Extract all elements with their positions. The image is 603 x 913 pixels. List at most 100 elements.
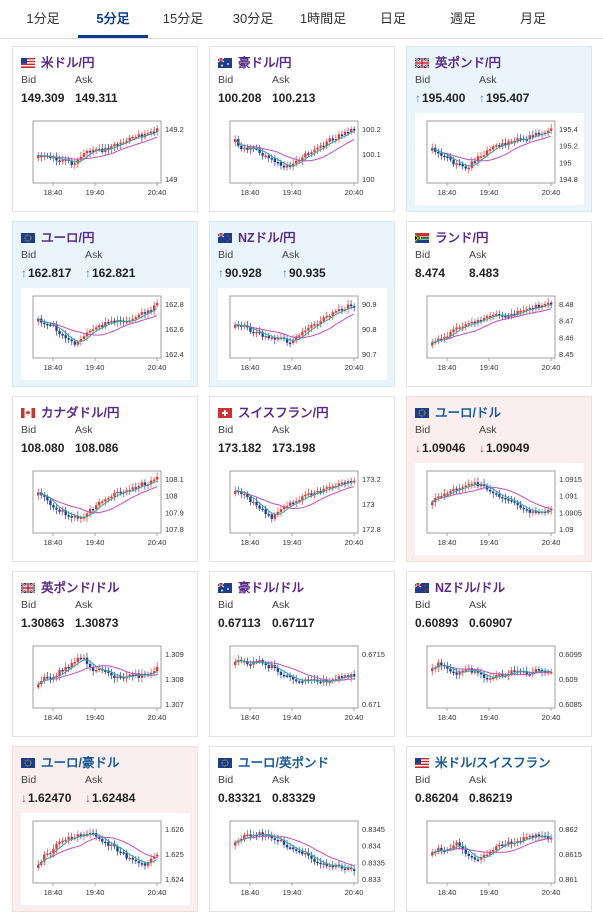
mini-chart[interactable]: 162.8 162.6 162.4 18:40 19:40 20:40: [21, 288, 190, 380]
tab-1分足[interactable]: 1分足: [26, 11, 60, 26]
currency-pair-title[interactable]: カナダドル/円: [21, 402, 119, 420]
candle: [534, 304, 538, 309]
rate-card[interactable]: NZドル/ドル Bid Ask 0.60893 0.60907 0.6095 0.609 0.…: [406, 571, 592, 737]
mini-chart[interactable]: 0.8345 0.834 0.8335 0.833 18:40 19:40 20:40: [218, 813, 387, 905]
currency-pair-title[interactable]: 米ドル/円: [21, 52, 94, 70]
mini-chart[interactable]: 0.6715 0.671 18:40 19:40 20:40: [218, 638, 387, 730]
currency-pair-title[interactable]: NZドル/円: [218, 227, 296, 245]
currency-pair-title[interactable]: 米ドル/スイスフラン: [415, 752, 551, 770]
candle: [488, 851, 492, 855]
mini-chart[interactable]: 149.2 149 18:40 19:40 20:40: [21, 113, 190, 205]
currency-pair-title[interactable]: スイスフラン/円: [218, 402, 329, 420]
candle: [534, 669, 538, 672]
mini-chart[interactable]: 1.0915 1.091 1.0905 1.09 18:40 19:40 20:40: [415, 463, 584, 555]
mini-chart[interactable]: 1.309 1.308 1.307 18:40 19:40 20:40: [21, 638, 190, 730]
x-tick-label: 20:40: [148, 888, 167, 897]
mini-chart[interactable]: 0.6095 0.609 0.6085 18:40 19:40 20:40: [415, 638, 584, 730]
candle: [46, 323, 49, 326]
rate-card[interactable]: 米ドル/円 Bid Ask 149.309 149.311 149.2 149 18:40 19…: [12, 46, 198, 212]
candle: [116, 676, 119, 679]
rate-card[interactable]: ランド/円 Bid Ask 8.474 8.483 8.48 8.47 8.46 8.45 18:…: [406, 221, 592, 387]
mini-chart[interactable]: 8.48 8.47 8.46 8.45 18:40 19:40 20:40: [415, 288, 584, 380]
currency-pair-title[interactable]: ユーロ/円: [21, 227, 94, 245]
candle: [234, 661, 237, 665]
candle: [125, 852, 128, 859]
candle: [313, 858, 316, 862]
candle: [319, 145, 322, 148]
candle: [258, 505, 261, 509]
tab-1時間足[interactable]: 1時間足: [299, 11, 347, 26]
candlestick-chart: 0.8345 0.834 0.8335 0.833 18:40 19:40 20:40: [229, 820, 385, 897]
x-tick-label: 18:40: [438, 538, 457, 547]
rate-card[interactable]: ユーロ/ドル Bid Ask ↓1.09046 ↓1.09049 1.0915 1.091 1…: [406, 396, 592, 562]
candle: [479, 672, 483, 675]
candle: [504, 497, 507, 500]
candle: [270, 158, 273, 160]
y-tick-label: 194.8: [559, 175, 578, 184]
y-tick-label: 107.9: [165, 508, 184, 517]
currency-pair-title[interactable]: 豪ドル/ドル: [218, 577, 304, 595]
rate-card[interactable]: ユーロ/円 Bid Ask ↑162.817 ↑162.821 162.8 162.6 162…: [12, 221, 198, 387]
currency-pair-title[interactable]: ランド/円: [415, 227, 488, 245]
candle: [88, 151, 92, 153]
mini-chart[interactable]: 100.2 100.1 100 18:40 19:40 20:40: [218, 113, 387, 205]
bid-label: Bid: [218, 424, 234, 436]
flag-icon: [415, 758, 429, 768]
mini-chart[interactable]: 195.4 195.2 195 194.8 18:40 19:40 20:40: [415, 113, 584, 205]
candle: [507, 841, 510, 845]
rate-card[interactable]: ユーロ/英ポンド Bid Ask 0.83321 0.83329 0.8345 0.834 0…: [209, 746, 395, 912]
mini-chart[interactable]: 173.2 173 172.8 18:40 19:40 20:40: [218, 463, 387, 555]
rate-card[interactable]: 英ポンド/円 Bid Ask ↑195.400 ↑195.407 195.4 195.2 19…: [406, 46, 592, 212]
y-tick-label: 0.833: [362, 875, 381, 884]
candle: [440, 496, 443, 498]
currency-pair-title[interactable]: 英ポンド/ドル: [21, 577, 119, 595]
candle: [285, 338, 289, 343]
tab-15分足[interactable]: 15分足: [162, 11, 204, 26]
mini-chart[interactable]: 0.862 0.8615 0.861 18:40 19:40 20:40: [415, 813, 584, 905]
candle: [295, 501, 298, 503]
currency-pair-title[interactable]: NZドル/ドル: [415, 577, 505, 595]
rate-card[interactable]: NZドル/円 Bid Ask ↑90.928 ↑90.935 90.9 90.8 90.7 18…: [209, 221, 395, 387]
candle: [537, 511, 541, 514]
x-tick-label: 19:40: [480, 888, 499, 897]
candle: [258, 331, 261, 334]
candle: [525, 509, 528, 511]
candle: [452, 329, 455, 333]
y-tick-label: 0.6715: [362, 650, 385, 659]
rate-card[interactable]: ユーロ/豪ドル Bid Ask ↓1.62470 ↓1.62484 1.626 1.625 1…: [12, 746, 198, 912]
candlestick-chart: 162.8 162.6 162.4 18:40 19:40 20:40: [32, 295, 184, 372]
candle: [461, 487, 464, 489]
tab-日足[interactable]: 日足: [379, 11, 406, 26]
currency-pair-title[interactable]: ユーロ/英ポンド: [218, 752, 329, 770]
mini-chart[interactable]: 1.626 1.625 1.624 18:40 19:40 20:40: [21, 813, 190, 905]
candle: [525, 309, 528, 311]
tab-30分足[interactable]: 30分足: [232, 11, 274, 26]
mini-chart[interactable]: 90.9 90.8 90.7 18:40 19:40 20:40: [218, 288, 387, 380]
candle: [70, 339, 73, 342]
tab-月足[interactable]: 月足: [519, 11, 546, 26]
candle: [437, 338, 440, 342]
rate-card[interactable]: 豪ドル/ドル Bid Ask 0.67113 0.67117 0.6715 0.671 18:…: [209, 571, 395, 737]
rate-card[interactable]: 豪ドル/円 Bid Ask 100.208 100.213 100.2 100.1 100 18…: [209, 46, 395, 212]
currency-pair-title[interactable]: 英ポンド/円: [415, 52, 501, 70]
rate-card[interactable]: 英ポンド/ドル Bid Ask 1.30863 1.30873 1.309 1.308 1.3…: [12, 571, 198, 737]
currency-pair-title[interactable]: ユーロ/豪ドル: [21, 752, 119, 770]
candle: [488, 489, 492, 492]
y-tick-label: 1.309: [165, 650, 184, 659]
candle: [310, 855, 313, 859]
candle: [255, 501, 258, 506]
candle: [495, 675, 498, 678]
rate-card[interactable]: スイスフラン/円 Bid Ask 173.182 173.198 173.2 173 172.…: [209, 396, 395, 562]
currency-pair-title[interactable]: 豪ドル/円: [218, 52, 291, 70]
rate-card[interactable]: カナダドル/円 Bid Ask 108.080 108.086 108.1 108 107.9…: [12, 396, 198, 562]
rate-card[interactable]: 米ドル/スイスフラン Bid Ask 0.86204 0.86219 0.862 0.861…: [406, 746, 592, 912]
tab-5分足[interactable]: 5分足: [78, 0, 148, 38]
currency-pair-title[interactable]: ユーロ/ドル: [415, 402, 501, 420]
flag-icon: [21, 233, 35, 243]
candle: [270, 665, 273, 669]
candle: [464, 485, 467, 488]
candle: [488, 149, 492, 151]
moving-average-short: [37, 659, 158, 685]
tab-週足[interactable]: 週足: [449, 11, 476, 26]
mini-chart[interactable]: 108.1 108 107.9 107.8 18:40 19:40 20:40: [21, 463, 190, 555]
